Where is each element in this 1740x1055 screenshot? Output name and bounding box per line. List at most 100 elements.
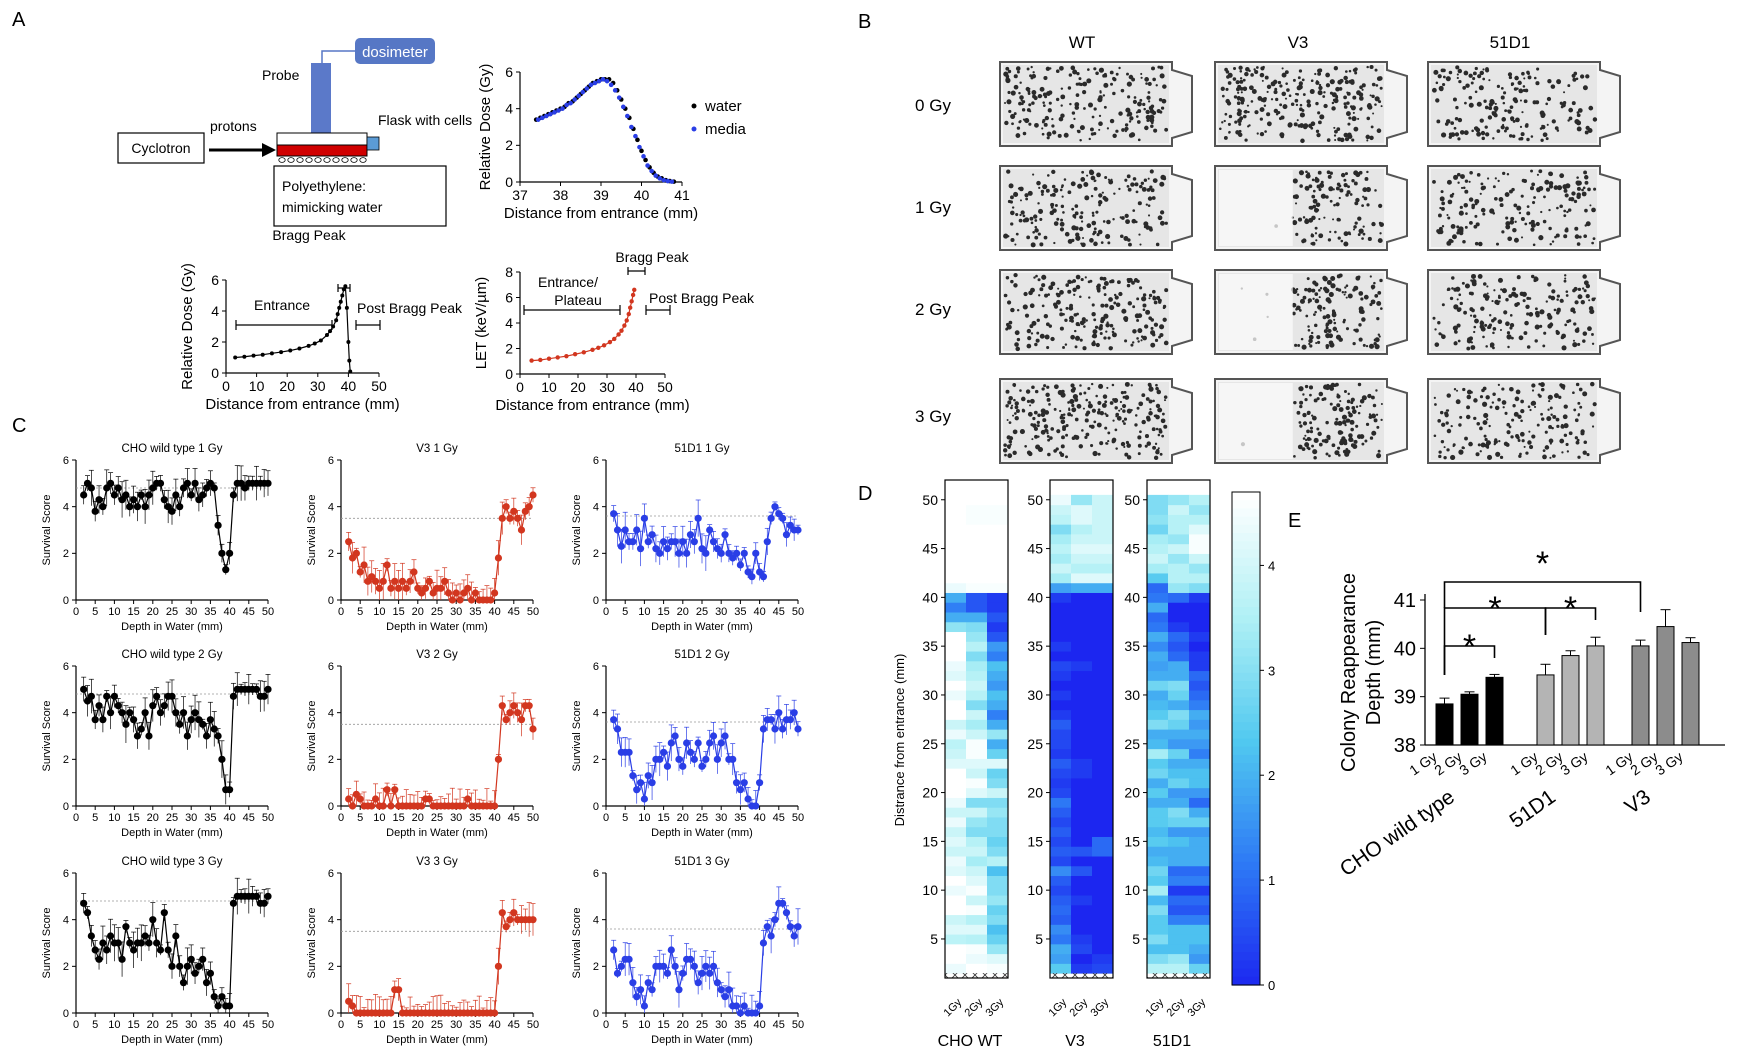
colony xyxy=(1040,189,1045,194)
colony xyxy=(1095,71,1099,76)
colony xyxy=(1095,342,1100,348)
colony xyxy=(1051,124,1055,128)
survival-point xyxy=(644,538,652,546)
colony xyxy=(1072,394,1078,400)
colony xyxy=(1158,335,1161,339)
colony xyxy=(1228,114,1233,119)
colony xyxy=(1325,452,1329,456)
survival-point xyxy=(756,1002,764,1010)
survival-point xyxy=(713,755,721,763)
colony xyxy=(1548,399,1551,403)
colony xyxy=(1365,422,1370,426)
colony xyxy=(1505,321,1510,327)
colony xyxy=(1234,120,1238,124)
colony xyxy=(1056,299,1061,305)
heatmap-cell xyxy=(1050,641,1072,652)
survival-point xyxy=(467,596,476,604)
colony xyxy=(1160,418,1166,424)
colony xyxy=(1544,445,1550,450)
colony xyxy=(1104,400,1108,404)
colony xyxy=(1503,129,1507,133)
dose-point xyxy=(312,341,317,346)
colony xyxy=(1433,434,1437,438)
colony xyxy=(1344,70,1348,73)
heatmap-cell xyxy=(1189,680,1211,691)
colony xyxy=(1097,452,1101,456)
colony xyxy=(1081,429,1084,432)
colony xyxy=(1008,436,1014,441)
colony xyxy=(1272,79,1278,85)
x-tick-label: 0 xyxy=(338,606,344,618)
heatmap-cell xyxy=(1071,709,1093,720)
colony xyxy=(1093,241,1098,247)
colony xyxy=(1576,176,1579,179)
colony xyxy=(1149,408,1152,411)
colony xyxy=(1038,294,1041,297)
row-label-0gy: 0 Gy xyxy=(915,96,951,115)
colony xyxy=(1500,86,1504,90)
survival-point xyxy=(114,484,122,492)
colony xyxy=(1064,231,1070,237)
colony xyxy=(1509,314,1513,317)
y-tick-label: 6 xyxy=(593,661,599,673)
heatmap-cell xyxy=(1092,533,1114,545)
colony xyxy=(1581,287,1585,290)
colony xyxy=(1087,102,1093,108)
colony xyxy=(1299,400,1304,405)
colony xyxy=(1307,328,1311,332)
colony xyxy=(1574,418,1579,423)
heatmap-cell xyxy=(1092,602,1114,613)
y-tick-label: 6 xyxy=(63,661,69,673)
heatmap-cell xyxy=(1092,631,1114,642)
heatmap-cell xyxy=(1147,875,1169,886)
heatmap-cell xyxy=(1147,787,1169,798)
colony xyxy=(1437,213,1442,218)
colony xyxy=(1333,134,1337,137)
colony xyxy=(1333,321,1337,325)
colony xyxy=(1299,298,1306,304)
colony xyxy=(1348,412,1353,418)
colorbar-tick-label: 3 xyxy=(1268,663,1275,678)
survival-point xyxy=(130,496,138,504)
heatmap-cell xyxy=(1189,904,1211,916)
colony xyxy=(1591,425,1595,428)
dose-point xyxy=(334,318,339,323)
colony xyxy=(1446,288,1450,292)
x-tick-label: 10 xyxy=(373,1019,385,1031)
colony xyxy=(1088,424,1092,428)
colony xyxy=(1374,103,1377,106)
survival-point xyxy=(87,484,95,492)
heatmap-cell xyxy=(1092,797,1114,808)
colony xyxy=(1087,403,1093,409)
colony xyxy=(1379,86,1383,90)
colony xyxy=(1540,210,1543,214)
heatmap-cell xyxy=(1147,895,1169,906)
colony xyxy=(1152,445,1157,450)
colony xyxy=(1123,390,1127,394)
colony xyxy=(1112,91,1116,96)
colony xyxy=(1121,419,1125,423)
heatmap-cell xyxy=(987,924,1009,935)
heatmap-cell xyxy=(1050,885,1072,896)
let-point xyxy=(632,287,637,293)
survival-point xyxy=(656,549,664,557)
colony xyxy=(1296,293,1300,296)
dose-point xyxy=(340,293,345,298)
colony xyxy=(1452,444,1455,448)
survival-point xyxy=(452,589,460,597)
heatmap-cell xyxy=(1050,524,1072,535)
colony xyxy=(1042,101,1045,104)
colony xyxy=(1327,174,1332,179)
colony xyxy=(1452,325,1458,331)
colony xyxy=(1010,222,1014,226)
colony xyxy=(1328,333,1334,339)
heatmap-cell xyxy=(1147,953,1169,964)
survival-point xyxy=(625,955,633,963)
y-tick-label: 20 xyxy=(922,785,938,801)
colony xyxy=(1511,418,1515,422)
colorbar-segment xyxy=(1232,722,1260,731)
colony xyxy=(1131,281,1135,285)
colony xyxy=(1306,411,1311,416)
heatmap-cell xyxy=(1168,797,1190,808)
